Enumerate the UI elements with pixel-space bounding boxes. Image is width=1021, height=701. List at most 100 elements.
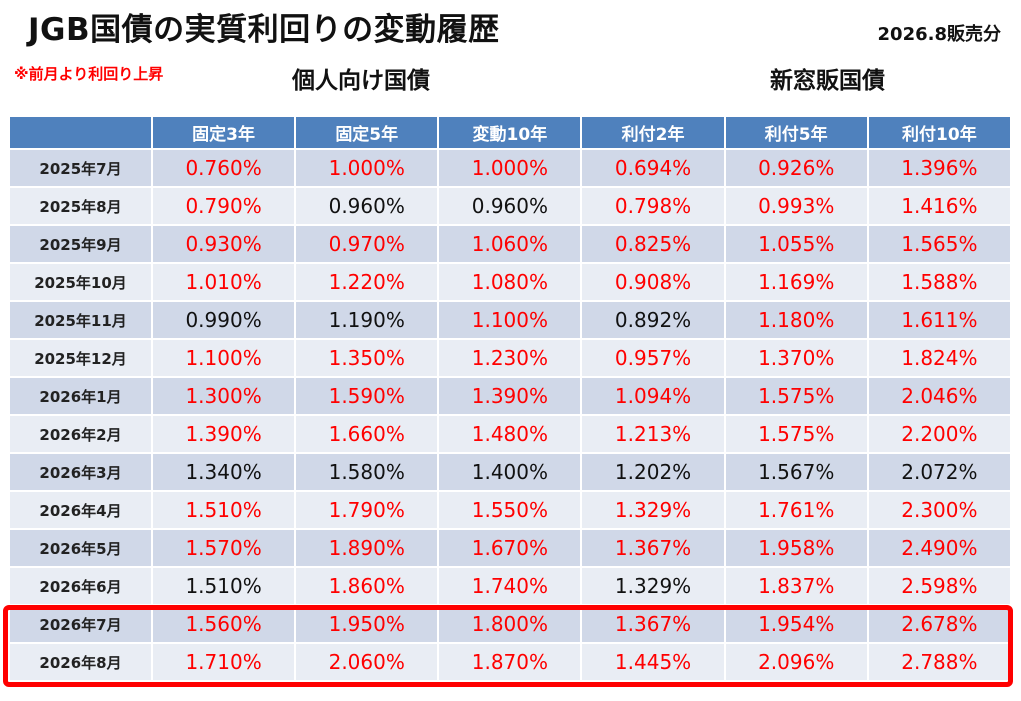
table-header-row: 固定3年 固定5年 変動10年 利付2年 利付5年 利付10年 [10,117,1010,148]
yield-cell: 1.710% [153,644,295,680]
latest-months-highlight [3,605,1013,687]
month-cell: 2025年12月 [10,340,151,376]
yield-cell: 1.000% [439,150,581,186]
yield-cell: 1.954% [725,606,867,642]
month-cell: 2025年8月 [10,188,151,224]
yield-cell: 1.100% [439,302,581,338]
yield-cell: 0.908% [582,264,724,300]
month-cell: 2025年10月 [10,264,151,300]
yield-cell: 1.950% [296,606,438,642]
month-cell: 2026年1月 [10,378,151,414]
yield-cell: 1.870% [439,644,581,680]
yield-cell: 1.055% [725,226,867,262]
yield-cell: 1.588% [868,264,1010,300]
yield-cell: 1.367% [582,530,724,566]
yield-cell: 1.094% [582,378,724,414]
month-cell: 2026年2月 [10,416,151,452]
yield-cell: 2.598% [868,568,1010,604]
table-row: 2026年3月 1.340% 1.580% 1.400% 1.202% 1.567% 2.0… [10,454,1010,490]
yield-cell: 2.788% [868,644,1010,680]
month-cell: 2026年3月 [10,454,151,490]
yield-cell: 1.575% [725,416,867,452]
table-row: 2026年6月 1.510% 1.860% 1.740% 1.329% 1.837% 2.5… [10,568,1010,604]
yield-cell: 0.694% [582,150,724,186]
yield-cell: 1.837% [725,568,867,604]
yield-cell: 2.046% [868,378,1010,414]
yield-cell: 1.740% [439,568,581,604]
yield-cell: 0.760% [153,150,295,186]
yield-cell: 1.329% [582,492,724,528]
page-title: JGB国債の実質利回りの変動履歴 [28,12,500,48]
month-cell: 2025年9月 [10,226,151,262]
table-row: 2026年2月 1.390% 1.660% 1.480% 1.213% 1.575% 2.2… [10,416,1010,452]
yield-cell: 1.590% [296,378,438,414]
yield-cell: 1.800% [439,606,581,642]
column-header-coupon-2y: 利付2年 [582,117,724,148]
month-cell: 2026年5月 [10,530,151,566]
yield-cell: 1.169% [725,264,867,300]
table-row: 2025年9月 0.930% 0.970% 1.060% 0.825% 1.055% 1.5… [10,226,1010,262]
yield-cell: 1.080% [439,264,581,300]
month-cell: 2026年6月 [10,568,151,604]
yield-cell: 1.220% [296,264,438,300]
yield-cell: 1.367% [582,606,724,642]
yield-cell: 1.370% [725,340,867,376]
yield-cell: 1.790% [296,492,438,528]
month-cell: 2026年8月 [10,644,151,680]
yield-cell: 0.960% [296,188,438,224]
yield-cell: 0.930% [153,226,295,262]
yield-cell: 1.400% [439,454,581,490]
table-row: 2025年11月 0.990% 1.190% 1.100% 0.892% 1.180% 1.… [10,302,1010,338]
yield-cell: 0.960% [439,188,581,224]
yield-cell: 2.072% [868,454,1010,490]
yield-cell: 1.416% [868,188,1010,224]
month-cell: 2026年4月 [10,492,151,528]
column-header-floating-10y: 変動10年 [439,117,581,148]
yield-cell: 1.202% [582,454,724,490]
yield-cell: 1.824% [868,340,1010,376]
yield-cell: 1.300% [153,378,295,414]
table-row: 2026年5月 1.570% 1.890% 1.670% 1.367% 1.958% 2.4… [10,530,1010,566]
month-cell: 2025年11月 [10,302,151,338]
sale-period-label: 2026.8販売分 [877,24,1001,45]
group-label-individual: 個人向け国債 [292,68,430,94]
yield-cell: 2.060% [296,644,438,680]
yield-cell: 1.890% [296,530,438,566]
column-header-coupon-5y: 利付5年 [725,117,867,148]
legend-note: ※前月より利回り上昇 [14,65,164,83]
yield-cell: 1.010% [153,264,295,300]
yield-cell: 1.660% [296,416,438,452]
table-row: 2026年1月 1.300% 1.590% 1.390% 1.094% 1.575% 2.0… [10,378,1010,414]
yield-cell: 1.510% [153,492,295,528]
yield-cell: 1.611% [868,302,1010,338]
yield-cell: 0.892% [582,302,724,338]
yield-cell: 0.970% [296,226,438,262]
yield-cell: 1.670% [439,530,581,566]
table-row: 2025年8月 0.790% 0.960% 0.960% 0.798% 0.993% 1.4… [10,188,1010,224]
yield-cell: 1.390% [439,378,581,414]
column-header-fixed-5y: 固定5年 [296,117,438,148]
yield-cell: 1.761% [725,492,867,528]
yield-cell: 1.567% [725,454,867,490]
yield-cell: 1.329% [582,568,724,604]
yield-cell: 1.390% [153,416,295,452]
yield-cell: 1.575% [725,378,867,414]
yield-cell: 0.790% [153,188,295,224]
table-row: 2026年8月 1.710% 2.060% 1.870% 1.445% 2.096% 2.7… [10,644,1010,680]
table-row: 2025年12月 1.100% 1.350% 1.230% 0.957% 1.370% 1.… [10,340,1010,376]
table-row: 2025年7月 0.760% 1.000% 1.000% 0.694% 0.926% 1.3… [10,150,1010,186]
yield-cell: 1.350% [296,340,438,376]
table-row: 2026年7月 1.560% 1.950% 1.800% 1.367% 1.954% 2.6… [10,606,1010,642]
yield-cell: 0.993% [725,188,867,224]
yield-cell: 2.096% [725,644,867,680]
yield-table: 固定3年 固定5年 変動10年 利付2年 利付5年 利付10年 2025年7月 0… [8,115,1012,682]
yield-cell: 2.490% [868,530,1010,566]
yield-cell: 2.200% [868,416,1010,452]
yield-cell: 1.230% [439,340,581,376]
table-row: 2025年10月 1.010% 1.220% 1.080% 0.908% 1.169% 1.… [10,264,1010,300]
yield-cell: 1.570% [153,530,295,566]
yield-cell: 1.000% [296,150,438,186]
column-header-coupon-10y: 利付10年 [868,117,1010,148]
yield-cell: 1.560% [153,606,295,642]
yield-cell: 1.340% [153,454,295,490]
